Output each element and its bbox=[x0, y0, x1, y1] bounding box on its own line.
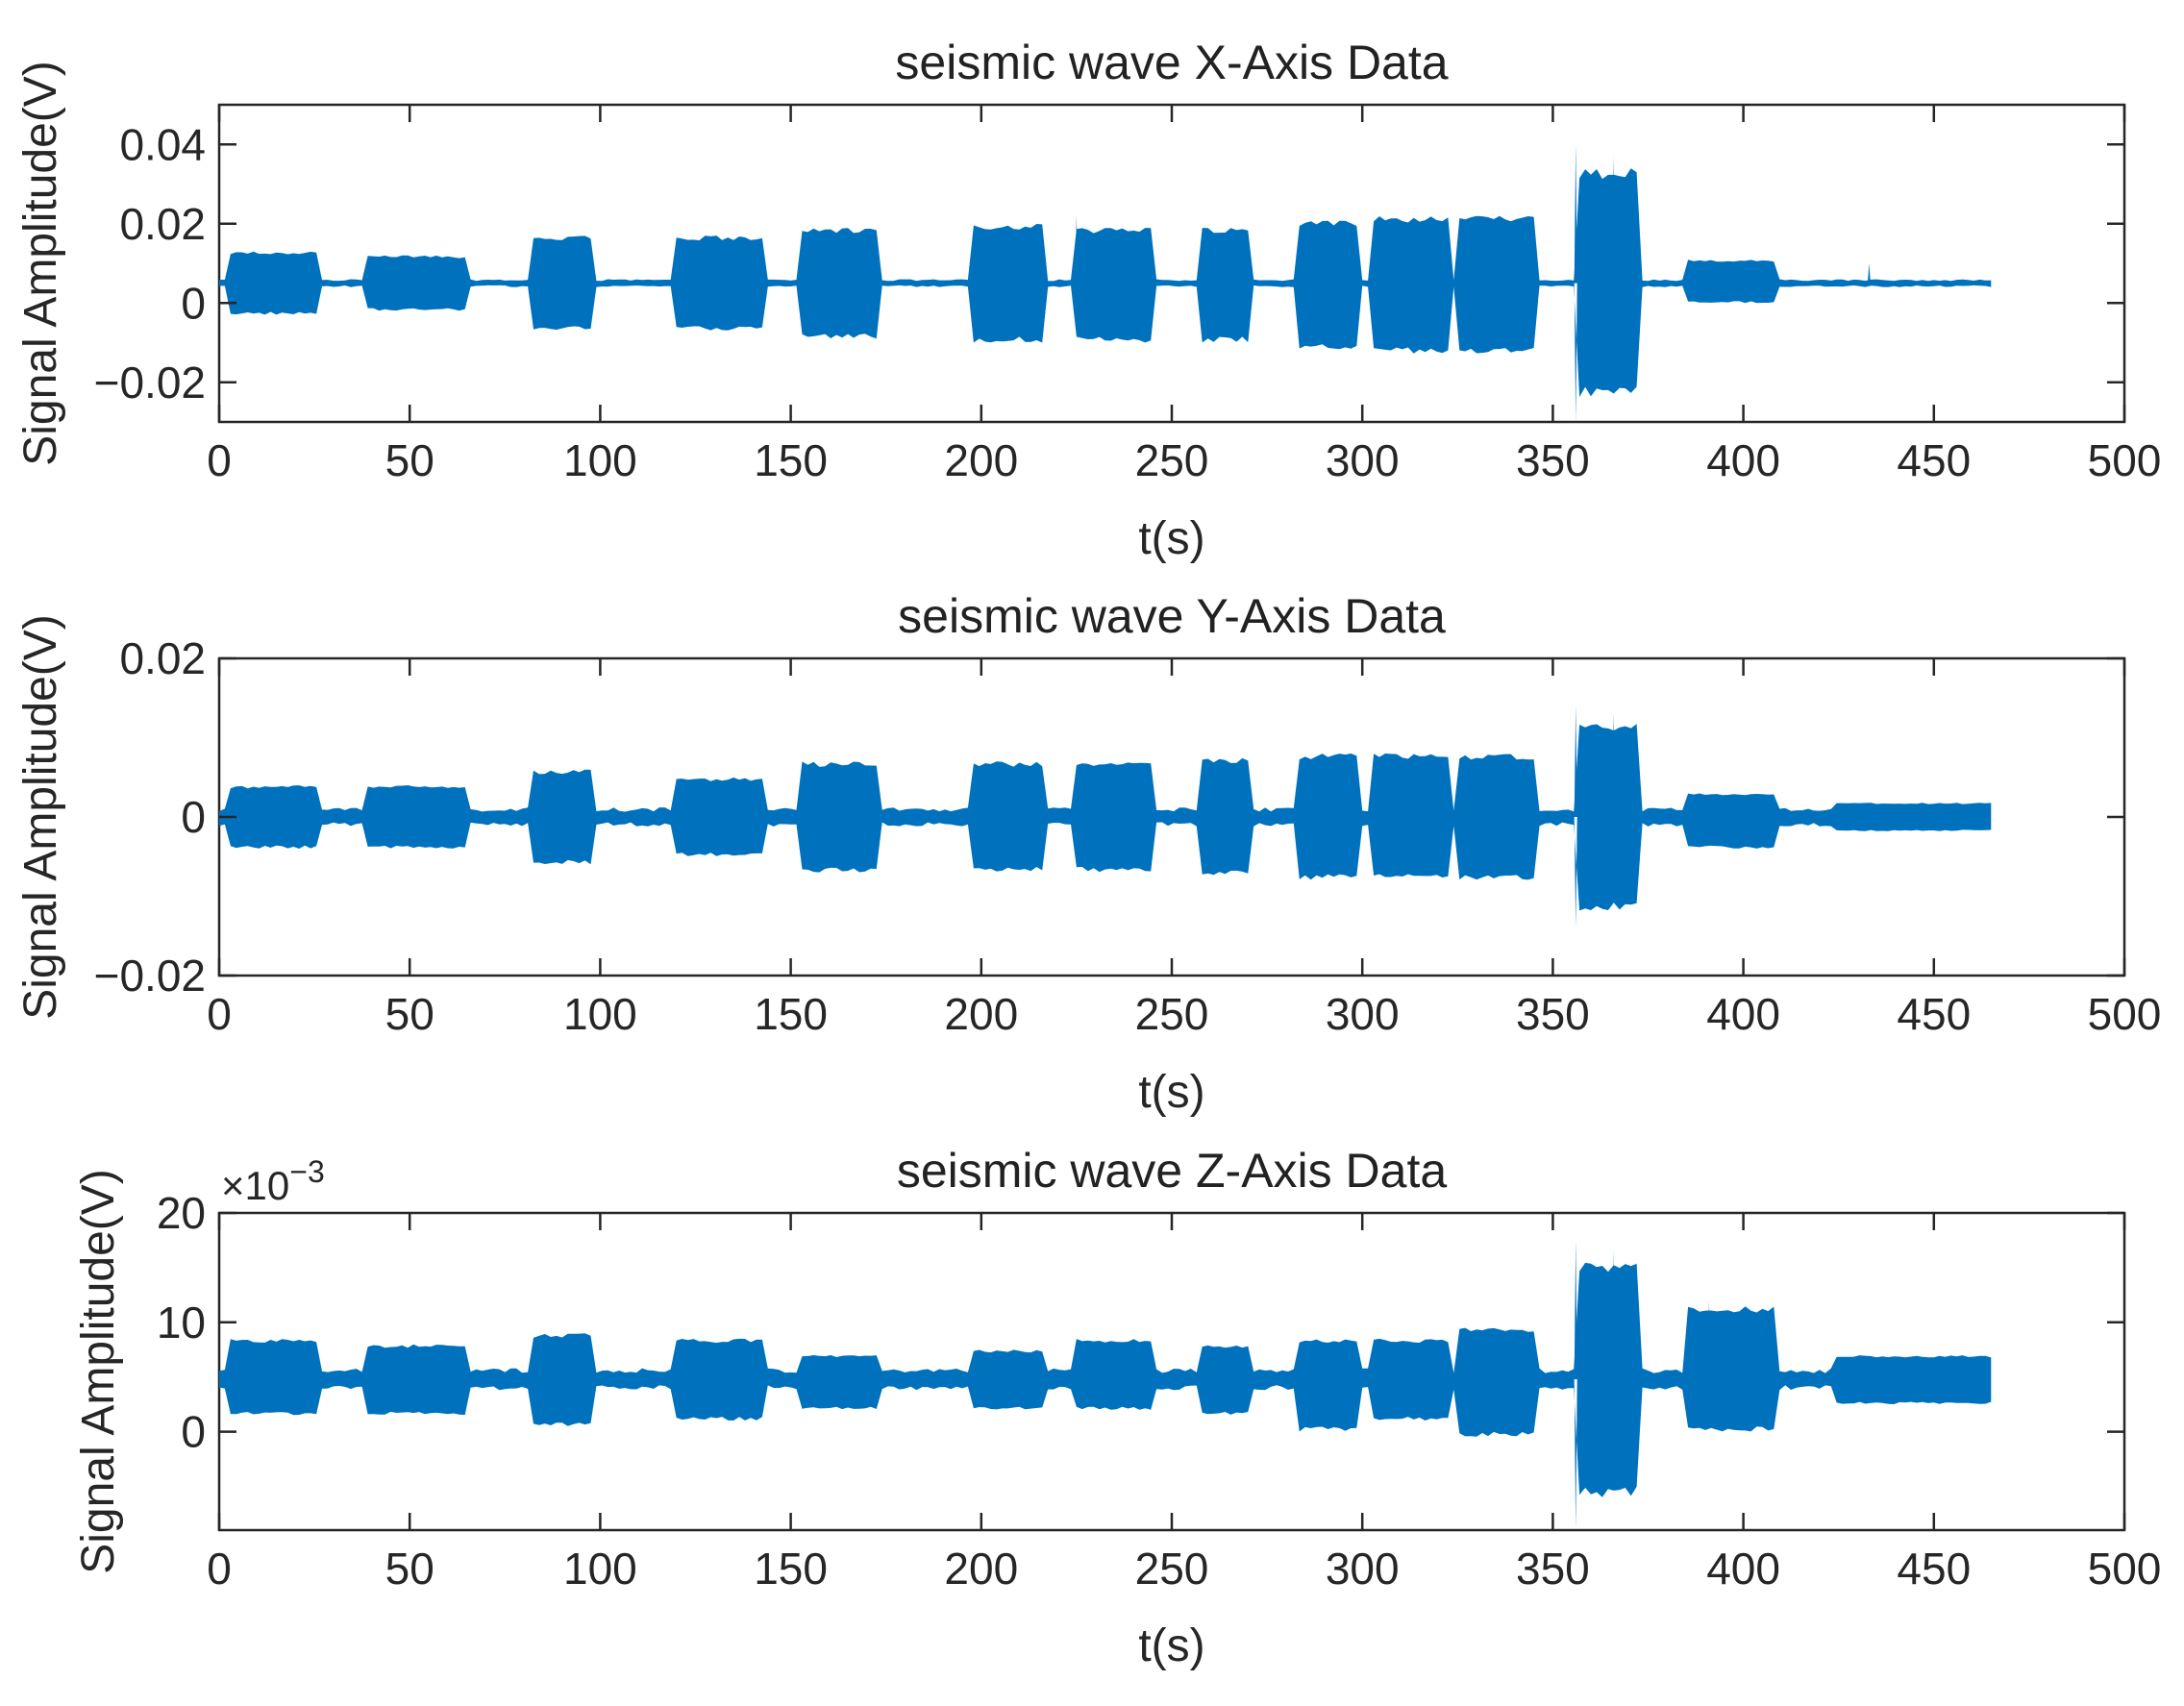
y-tick-label: 0 bbox=[181, 1407, 206, 1457]
y-axis-label: Signal Amplitude(V) bbox=[15, 61, 66, 466]
y-tick-label: 0 bbox=[181, 278, 206, 328]
chart-title: seismic wave X-Axis Data bbox=[895, 36, 1448, 89]
x-tick-label: 400 bbox=[1706, 989, 1780, 1039]
x-tick-label: 250 bbox=[1135, 435, 1209, 485]
y-ticks: 0 10 20 bbox=[157, 1188, 2124, 1457]
y-tick-label: 0.02 bbox=[119, 633, 206, 683]
x-tick-label: 300 bbox=[1326, 1544, 1400, 1594]
x-tick-label: 350 bbox=[1516, 1544, 1590, 1594]
x-axis-label: t(s) bbox=[1138, 1620, 1204, 1671]
y-exponent-base: ×10 bbox=[221, 1163, 289, 1208]
seismic-signal-trace bbox=[219, 705, 1992, 928]
x-ticks: 0 50 100 150 200 250 300 350 400 450 500 bbox=[207, 105, 2161, 485]
y-ticks: −0.02 0 0.02 bbox=[94, 633, 2124, 1001]
x-tick-label: 300 bbox=[1326, 989, 1400, 1039]
seismic-signal-trace bbox=[219, 1240, 1992, 1530]
x-tick-label: 150 bbox=[754, 989, 828, 1039]
y-axis-label: Signal Amplitude(V) bbox=[15, 614, 66, 1020]
x-ticks: 0 50 100 150 200 250 300 350 400 450 500 bbox=[207, 658, 2161, 1039]
y-exponent-label: ×10−3 bbox=[221, 1154, 325, 1208]
chart-title: seismic wave Z-Axis Data bbox=[897, 1144, 1448, 1198]
x-tick-label: 450 bbox=[1897, 435, 1971, 485]
x-tick-label: 200 bbox=[944, 989, 1018, 1039]
y-axis-label: Signal Amplitude(V) bbox=[73, 1169, 124, 1574]
y-exponent-power: −3 bbox=[289, 1154, 324, 1189]
x-tick-label: 500 bbox=[2088, 435, 2162, 485]
x-tick-label: 100 bbox=[563, 435, 637, 485]
x-tick-label: 250 bbox=[1135, 989, 1209, 1039]
x-tick-label: 400 bbox=[1706, 1544, 1780, 1594]
x-tick-label: 450 bbox=[1897, 1544, 1971, 1594]
y-tick-label: 0.02 bbox=[119, 199, 206, 249]
subplot-x-axis: 0 50 100 150 200 250 300 350 400 450 500 −0.0200.0… bbox=[15, 36, 2161, 564]
y-tick-label: 10 bbox=[157, 1298, 206, 1347]
y-tick-label: −0.02 bbox=[94, 358, 206, 408]
x-tick-label: 0 bbox=[207, 989, 232, 1039]
subplot-z-axis: 0 50 100 150 200 250 300 350 400 450 500 0 10 20 sei… bbox=[73, 1144, 2161, 1671]
x-tick-label: 450 bbox=[1897, 989, 1971, 1039]
x-tick-label: 0 bbox=[207, 1544, 232, 1594]
x-tick-label: 500 bbox=[2088, 1544, 2162, 1594]
y-tick-label: 0.04 bbox=[119, 119, 206, 169]
x-tick-label: 150 bbox=[754, 1544, 828, 1594]
x-tick-label: 50 bbox=[385, 989, 434, 1039]
x-tick-label: 350 bbox=[1516, 435, 1590, 485]
x-axis-label: t(s) bbox=[1138, 1067, 1204, 1118]
y-tick-label: 20 bbox=[157, 1188, 206, 1238]
x-tick-label: 500 bbox=[2088, 989, 2162, 1039]
seismic-signal-trace bbox=[219, 144, 1992, 422]
y-tick-label: −0.02 bbox=[94, 951, 206, 1001]
x-tick-label: 0 bbox=[207, 435, 232, 485]
x-tick-label: 200 bbox=[944, 1544, 1018, 1594]
x-tick-label: 300 bbox=[1326, 435, 1400, 485]
x-tick-label: 400 bbox=[1706, 435, 1780, 485]
x-axis-label: t(s) bbox=[1138, 513, 1204, 564]
x-tick-label: 200 bbox=[944, 435, 1018, 485]
x-ticks: 0 50 100 150 200 250 300 350 400 450 500 bbox=[207, 1213, 2161, 1594]
y-tick-label: 0 bbox=[181, 792, 206, 842]
x-tick-label: 100 bbox=[563, 1544, 637, 1594]
subplot-y-axis: 0 50 100 150 200 250 300 350 400 450 500 −0.0200.0… bbox=[15, 589, 2161, 1118]
plot-frame bbox=[217, 103, 2126, 424]
x-tick-label: 50 bbox=[385, 435, 434, 485]
x-tick-label: 150 bbox=[754, 435, 828, 485]
x-tick-label: 100 bbox=[563, 989, 637, 1039]
y-ticks: −0.02 0 0.02 0.04 bbox=[94, 119, 2124, 408]
x-tick-label: 50 bbox=[385, 1544, 434, 1594]
chart-title: seismic wave Y-Axis Data bbox=[898, 589, 1446, 643]
x-tick-label: 250 bbox=[1135, 1544, 1209, 1594]
x-tick-label: 350 bbox=[1516, 989, 1590, 1039]
